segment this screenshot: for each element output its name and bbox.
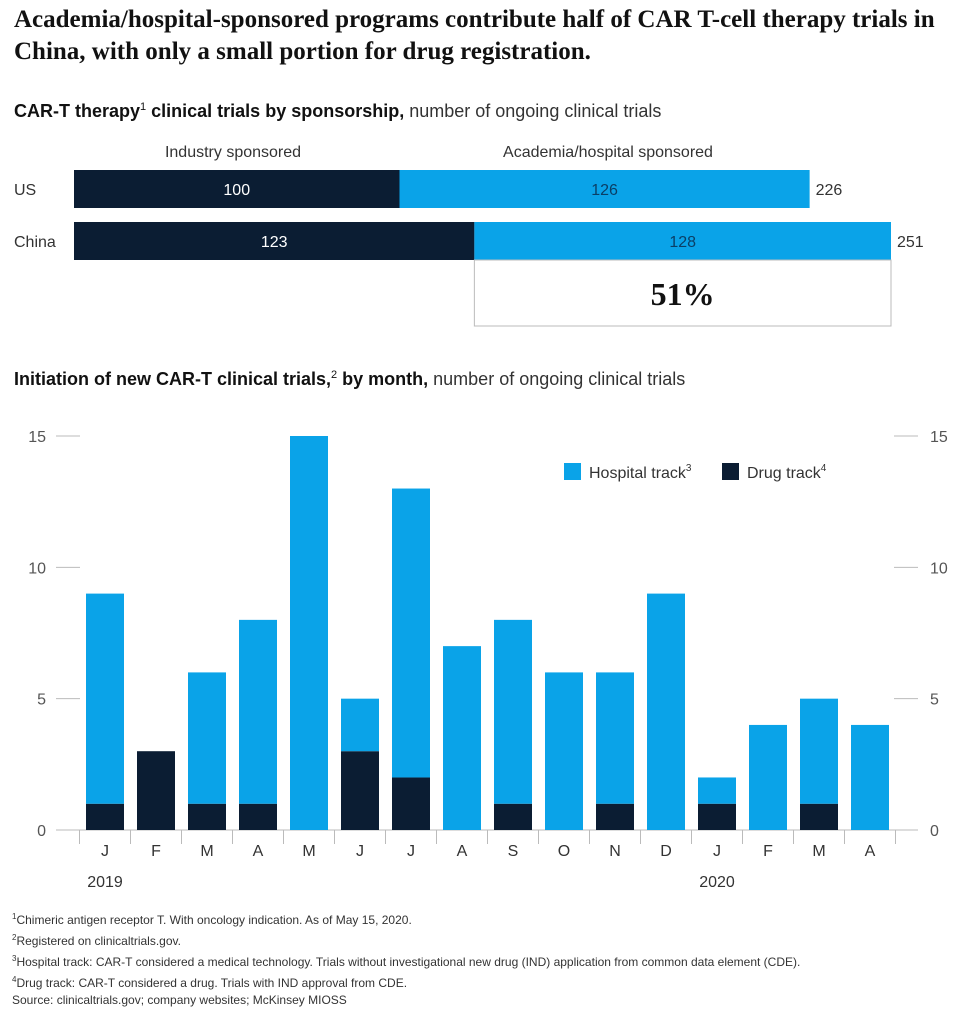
legend-label-drug: Drug track4 [747, 463, 827, 482]
x-tick-label-6: J [407, 843, 415, 860]
bar-hospital-2 [188, 672, 226, 804]
bar-hospital-9 [545, 672, 583, 830]
x-tick-label-3: A [253, 843, 264, 860]
bar-hospital-10 [596, 672, 634, 804]
bar-hospital-14 [800, 698, 838, 804]
bar-industry-china [74, 222, 475, 260]
x-tick-label-13: F [763, 843, 773, 860]
bar-industry-us [74, 170, 400, 208]
bottom-subtitle-sup: 2 [331, 369, 338, 381]
y-tick-right-5: 5 [930, 692, 939, 709]
x-tick-label-12: J [713, 843, 721, 860]
chart-title: Academia/hospital-sponsored programs con… [14, 6, 935, 65]
bar-hospital-7 [443, 646, 481, 830]
x-tick-label-5: J [356, 843, 364, 860]
value-label-academia-us: 126 [591, 182, 618, 199]
highlight-label: 51% [651, 276, 715, 312]
year-label-2020: 2020 [699, 874, 735, 891]
x-tick-label-0: J [101, 843, 109, 860]
value-label-industry-china: 123 [261, 234, 288, 251]
bar-drug-5 [341, 751, 379, 830]
series-label-industry: Industry sponsored [165, 144, 301, 161]
x-tick-label-2: M [200, 843, 213, 860]
bar-hospital-4 [290, 436, 328, 830]
x-tick-label-8: S [508, 843, 519, 860]
y-tick-left-15: 15 [28, 429, 46, 446]
highlight-box [473, 259, 892, 327]
total-label-us: 226 [816, 182, 843, 199]
y-tick-right-10: 10 [930, 560, 948, 577]
top-subtitle-bold-1: CAR-T therapy [14, 101, 141, 121]
bar-drug-12 [698, 803, 736, 830]
y-tick-left-10: 10 [28, 560, 46, 577]
bottom-chart-subtitle: Initiation of new CAR-T clinical trials,… [14, 364, 685, 390]
bar-hospital-3 [239, 619, 277, 804]
bottom-subtitle-bold-1: Initiation of new CAR-T clinical trials, [14, 369, 332, 389]
y-tick-right-0: 0 [930, 823, 939, 840]
y-tick-right-15: 15 [930, 429, 948, 446]
series-label-academia: Academia/hospital sponsored [503, 144, 713, 161]
top-subtitle-rest: number of ongoing clinical trials [404, 101, 662, 121]
x-tick-label-14: M [812, 843, 825, 860]
bar-drug-14 [800, 803, 838, 830]
bar-drug-2 [188, 803, 226, 830]
bottom-subtitle-bold-2: by month, [337, 369, 429, 389]
footnote-source: Source: clinicaltrials.gov; company webs… [12, 993, 347, 1007]
bar-hospital-12 [698, 777, 736, 804]
footnote-3: 3Hospital track: CAR-T considered a medi… [12, 954, 801, 969]
legend-swatch-drug [722, 463, 739, 480]
monthly-trials-bar-chart: 0 0 5 5 10 10 15 15 J F M A M J J A S O N D J F M A 2019 2020 Hosp… [28, 429, 948, 891]
legend-label-hospital: Hospital track3 [589, 463, 692, 482]
x-tick-label-1: F [151, 843, 161, 860]
footnote-2: 2Registered on clinicaltrials.gov. [12, 933, 181, 948]
x-tick-label-15: A [865, 843, 876, 860]
legend-swatch-hospital [564, 463, 581, 480]
bar-drug-10 [596, 803, 634, 830]
x-tick-label-10: N [609, 843, 621, 860]
top-chart-subtitle: CAR-T therapy1 clinical trials by sponso… [14, 96, 661, 122]
bar-drug-6 [392, 777, 430, 830]
footnotes: 1Chimeric antigen receptor T. With oncol… [12, 908, 800, 1009]
top-subtitle-sup: 1 [140, 101, 147, 113]
bar-drug-0 [86, 803, 124, 830]
bar-hospital-0 [86, 593, 124, 804]
footnote-4: 4Drug track: CAR-T considered a drug. Tr… [12, 975, 408, 990]
bar-hospital-8 [494, 619, 532, 804]
bottom-subtitle-rest: number of ongoing clinical trials [428, 369, 686, 389]
year-label-2019: 2019 [87, 874, 123, 891]
top-subtitle-bold-2: clinical trials by sponsorship, [146, 101, 405, 121]
bar-hospital-15 [851, 724, 889, 830]
total-label-china: 251 [897, 234, 924, 251]
footnote-1: 1Chimeric antigen receptor T. With oncol… [12, 912, 412, 927]
x-tick-label-11: D [660, 843, 672, 860]
bar-drug-8 [494, 803, 532, 830]
row-label-us: US [14, 182, 36, 199]
x-tick-label-9: O [558, 843, 570, 860]
bar-academia-china [474, 222, 891, 260]
bar-drug-1 [137, 751, 175, 830]
sponsorship-bar-chart: Industry sponsored Academia/hospital spon… [14, 144, 924, 327]
bar-hospital-5 [341, 698, 379, 752]
bar-hospital-13 [749, 724, 787, 830]
row-label-china: China [14, 234, 56, 251]
value-label-industry-us: 100 [223, 182, 250, 199]
x-tick-label-7: A [457, 843, 468, 860]
bar-hospital-11 [647, 593, 685, 830]
y-tick-left-5: 5 [37, 692, 46, 709]
value-label-academia-china: 128 [669, 234, 696, 251]
bar-academia-us [399, 170, 810, 208]
bar-drug-3 [239, 803, 277, 830]
y-tick-left-0: 0 [37, 823, 46, 840]
x-tick-label-4: M [302, 843, 315, 860]
bar-hospital-6 [392, 488, 430, 778]
